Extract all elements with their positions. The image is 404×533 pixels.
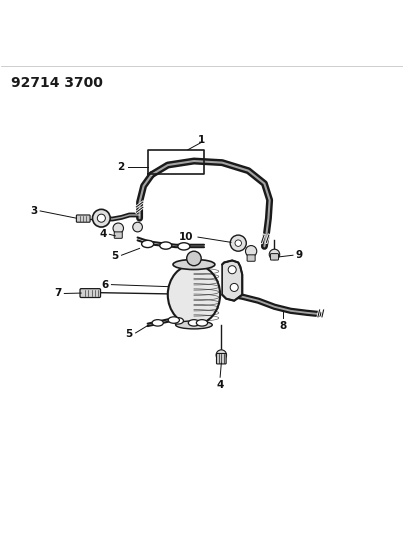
Circle shape (93, 209, 110, 227)
Ellipse shape (172, 318, 183, 324)
Ellipse shape (176, 321, 212, 329)
Text: 2: 2 (118, 161, 125, 172)
Text: 10: 10 (179, 232, 193, 242)
Ellipse shape (142, 240, 154, 247)
Text: 92714 3700: 92714 3700 (11, 76, 103, 91)
Text: 4: 4 (217, 380, 224, 390)
Text: 3: 3 (30, 206, 38, 216)
Ellipse shape (188, 320, 200, 326)
Ellipse shape (173, 260, 215, 270)
Circle shape (246, 246, 257, 257)
Circle shape (235, 240, 242, 246)
Ellipse shape (196, 320, 208, 326)
Ellipse shape (168, 264, 220, 325)
FancyBboxPatch shape (80, 289, 101, 297)
Ellipse shape (152, 320, 163, 326)
Text: 4: 4 (99, 229, 107, 239)
Text: 7: 7 (55, 288, 62, 298)
Text: 5: 5 (112, 251, 119, 261)
Circle shape (133, 222, 143, 232)
Circle shape (187, 251, 201, 265)
Circle shape (216, 350, 227, 360)
Circle shape (228, 265, 236, 274)
FancyBboxPatch shape (76, 215, 90, 222)
Text: 1: 1 (198, 135, 205, 144)
Circle shape (97, 214, 105, 222)
Circle shape (269, 249, 280, 260)
Polygon shape (222, 261, 242, 301)
FancyBboxPatch shape (247, 255, 255, 261)
FancyBboxPatch shape (114, 232, 122, 238)
Circle shape (230, 235, 246, 251)
Ellipse shape (178, 243, 190, 250)
Text: 8: 8 (279, 321, 286, 331)
Ellipse shape (160, 242, 172, 249)
Circle shape (113, 223, 124, 233)
FancyBboxPatch shape (217, 353, 226, 364)
FancyBboxPatch shape (270, 254, 278, 260)
Text: 9: 9 (295, 250, 303, 260)
Text: 5: 5 (126, 329, 133, 339)
Text: 6: 6 (101, 280, 109, 289)
Circle shape (230, 284, 238, 292)
Ellipse shape (168, 317, 179, 324)
